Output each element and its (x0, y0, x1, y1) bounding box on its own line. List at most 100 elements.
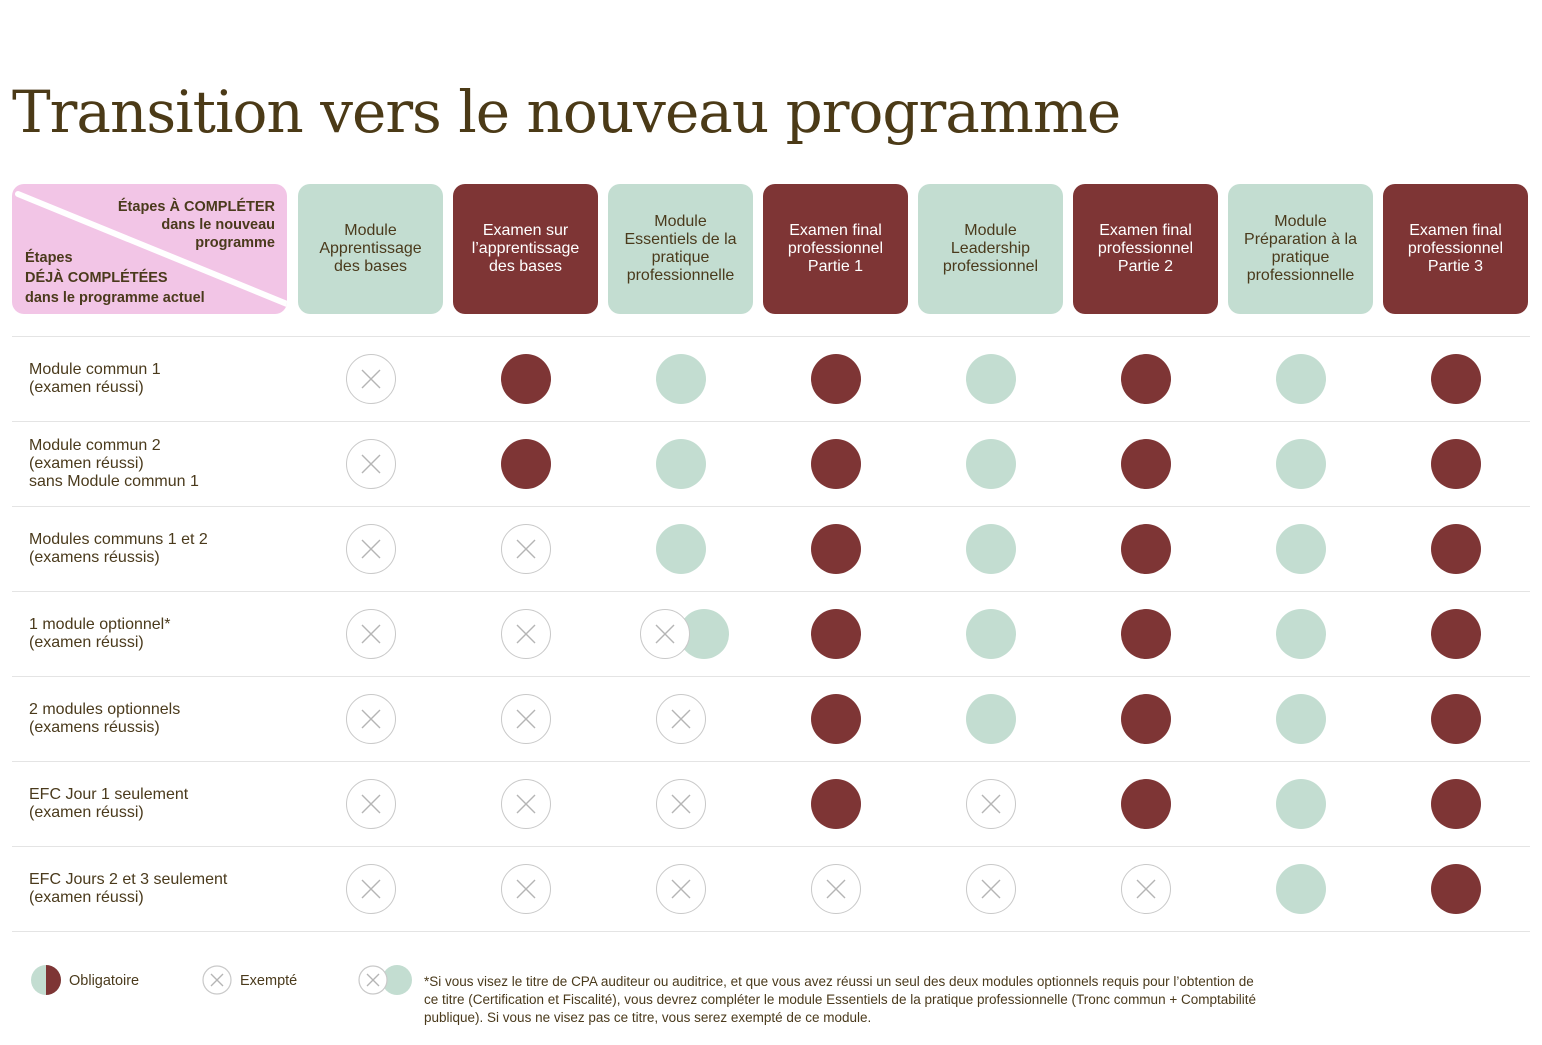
row-label: Module commun 1 (examen réussi) (29, 360, 161, 396)
row-label: 1 module optionnel* (examen réussi) (29, 615, 171, 651)
column-header: Examen final professionnel Partie 2 (1073, 184, 1218, 314)
exempt-dot (346, 863, 396, 914)
column-header: Module Préparation à la pratique profess… (1228, 184, 1373, 314)
exempt-x-icon (981, 879, 1001, 898)
column-header: Examen sur l’apprentissage des bases (453, 184, 598, 314)
mandatory-green-dot (966, 693, 1016, 744)
corner-todo-label: Étapes À COMPLÉTER dans le nouveau progr… (118, 198, 275, 252)
exempt-x-icon (981, 794, 1001, 813)
exempt-x-icon (1136, 879, 1156, 898)
mandatory-red-dot (1431, 608, 1481, 659)
mandatory-green-dot (966, 608, 1016, 659)
exempt-dot (346, 778, 396, 829)
row-label: 2 modules optionnels (examens réussis) (29, 700, 181, 736)
diagonal-divider (15, 191, 287, 308)
exempt-dot (656, 693, 706, 744)
mandatory-red-dot (1431, 863, 1481, 914)
corner-done-label: Étapes DÉJÀ COMPLÉTÉES dans le programme… (25, 248, 205, 308)
exempt-x-icon (516, 539, 536, 558)
table-corner-header: Étapes À COMPLÉTER dans le nouveau progr… (12, 184, 287, 314)
exempt-x-icon (671, 879, 691, 898)
mandatory-red-dot (1431, 778, 1481, 829)
row-divider (12, 506, 1530, 507)
exempt-dot (346, 693, 396, 744)
exempt-dot (811, 863, 861, 914)
exempt-dot (966, 863, 1016, 914)
exempt-x-icon (361, 794, 381, 813)
mandatory-red-dot (501, 353, 551, 404)
mandatory-red-dot (811, 608, 861, 659)
mandatory-red-dot (1121, 608, 1171, 659)
corner-done-line: DÉJÀ COMPLÉTÉES (25, 270, 168, 286)
mandatory-red-dot (1431, 353, 1481, 404)
exempt-dot (501, 523, 551, 574)
column-header: Examen final professionnel Partie 1 (763, 184, 908, 314)
mandatory-green-dot (966, 523, 1016, 574)
corner-done-line: dans le programme actuel (25, 290, 205, 306)
corner-todo-line: Étapes À COMPLÉTER (117, 199, 275, 215)
exempt-x-icon (516, 879, 536, 898)
exempt-dot (501, 778, 551, 829)
mandatory-green-dot (1276, 693, 1326, 744)
mandatory-red-dot (811, 693, 861, 744)
exempt-x-icon (361, 624, 381, 643)
mandatory-green-dot (1276, 353, 1326, 404)
exempt-x-icon (516, 624, 536, 643)
exempt-x-icon (361, 879, 381, 898)
row-divider (12, 591, 1530, 592)
row-divider (12, 761, 1530, 762)
exempt-dot (346, 523, 396, 574)
corner-todo-line: programme (195, 235, 275, 251)
column-header: Module Leadership professionnel (918, 184, 1063, 314)
mandatory-green-dot (656, 353, 706, 404)
exempt-x-icon (826, 879, 846, 898)
mandatory-green-dot (966, 353, 1016, 404)
mandatory-green-dot (1276, 778, 1326, 829)
row-divider (12, 421, 1530, 422)
legend-exempt-label: Exempté (240, 973, 298, 989)
mandatory-red-dot (1121, 353, 1171, 404)
exempt-x-icon (516, 709, 536, 728)
mandatory-red-dot (811, 438, 861, 489)
row-divider (12, 336, 1530, 337)
row-label: EFC Jour 1 seulement (examen réussi) (29, 785, 189, 821)
mandatory-red-dot (1121, 778, 1171, 829)
exempt-x-icon (361, 369, 381, 388)
exempt-dot (346, 353, 396, 404)
mandatory-green-dot (656, 438, 706, 489)
mandatory-green-dot (1276, 438, 1326, 489)
mandatory-red-dot (1121, 693, 1171, 744)
optional-exempt-icon (358, 965, 412, 995)
mandatory-red-dot (501, 438, 551, 489)
mandatory-red-dot (811, 778, 861, 829)
exempt-x-icon (361, 709, 381, 728)
exempt-x-icon (671, 794, 691, 813)
mandatory-green-dot (656, 523, 706, 574)
exempt-x-icon (361, 539, 381, 558)
corner-done-line: Étapes (25, 250, 73, 266)
exempt-dot (501, 693, 551, 744)
exempt-dot (656, 863, 706, 914)
column-header: Examen final professionnel Partie 3 (1383, 184, 1528, 314)
corner-todo-line: dans le nouveau (161, 217, 275, 233)
exempt-icon (202, 965, 232, 995)
mandatory-green-dot (1276, 608, 1326, 659)
exempt-dot (656, 778, 706, 829)
exempt-dot (966, 778, 1016, 829)
footnote: *Si vous visez le titre de CPA auditeur … (424, 974, 1256, 1025)
exempt-x-icon (361, 454, 381, 473)
mandatory-red-dot (1431, 438, 1481, 489)
exempt-dot (346, 608, 396, 659)
row-divider (12, 676, 1530, 677)
exempt-x-icon (655, 624, 675, 643)
mandatory-green-dot (1276, 523, 1326, 574)
row-divider (12, 846, 1530, 847)
exempt-x-icon (516, 794, 536, 813)
row-divider (12, 931, 1530, 932)
exempt-dot (640, 608, 690, 659)
mandatory-red-dot (1431, 693, 1481, 744)
mandatory-red-dot (811, 353, 861, 404)
mandatory-red-dot (811, 523, 861, 574)
row-label: EFC Jours 2 et 3 seulement (examen réuss… (29, 870, 228, 906)
exempt-dot (501, 863, 551, 914)
